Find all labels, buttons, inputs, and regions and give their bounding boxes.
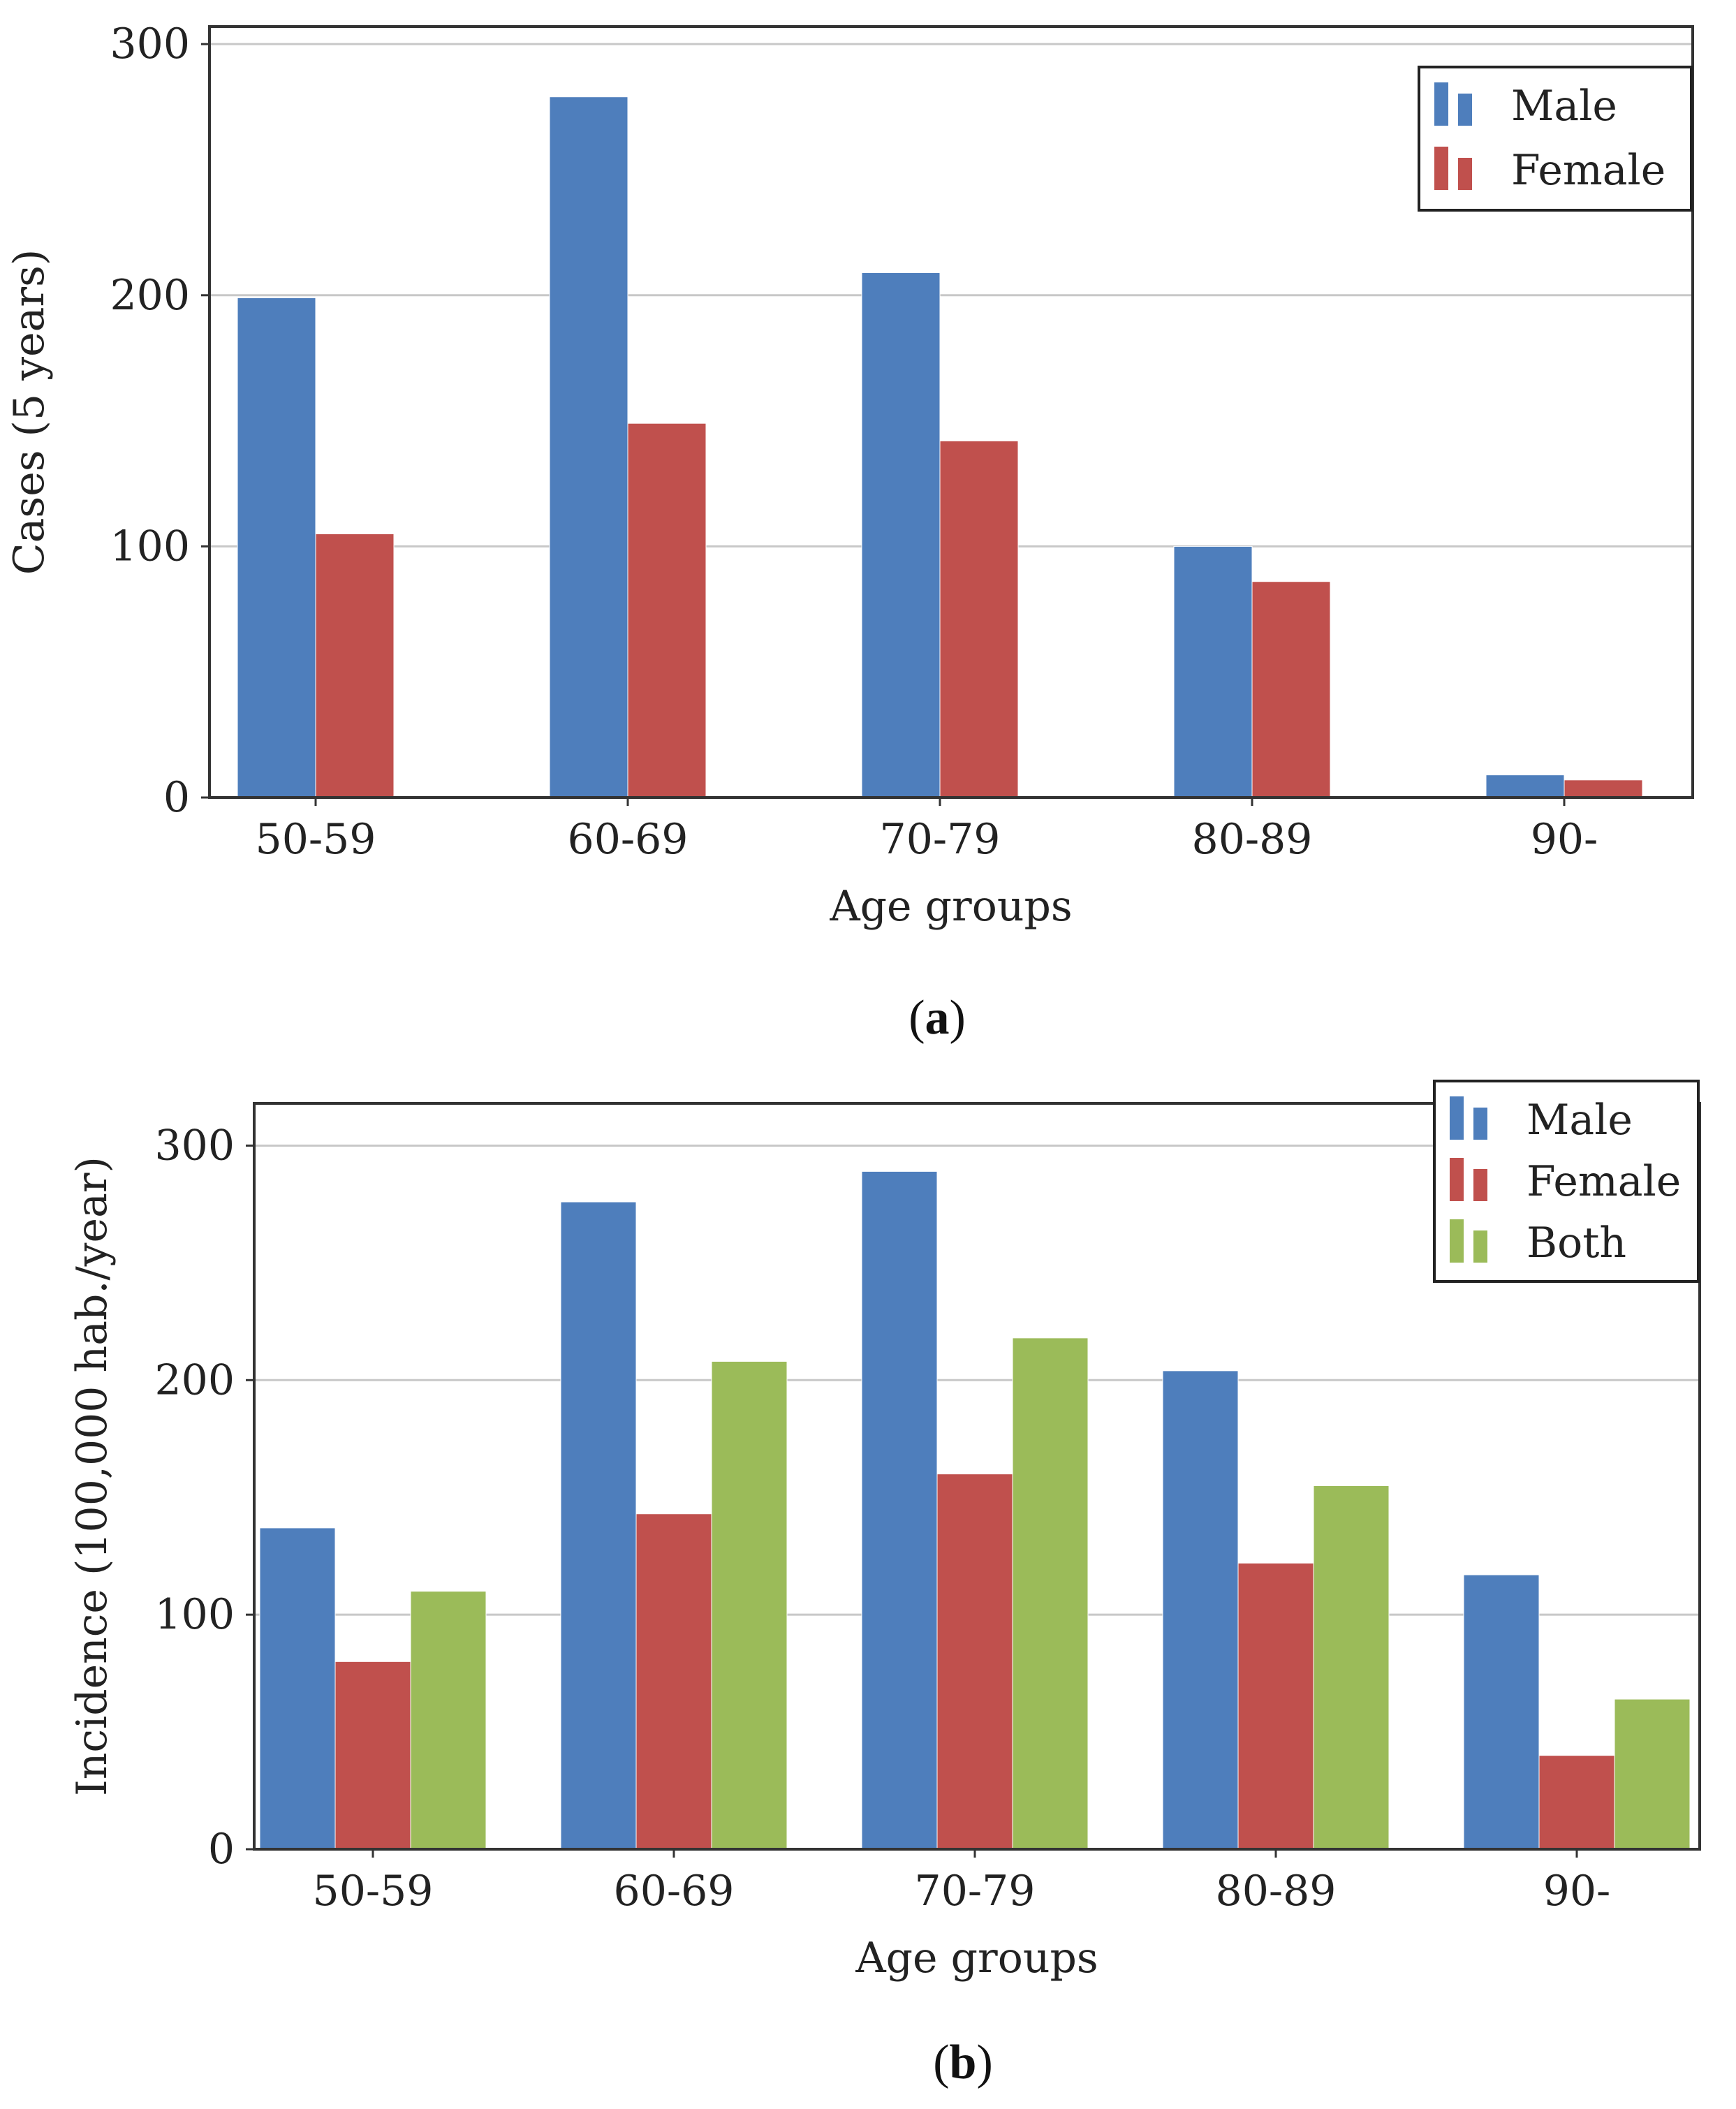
- bar-female-90-: [1538, 1755, 1615, 1850]
- caption: (a): [909, 991, 966, 1045]
- y-tick-label: 300: [154, 1121, 235, 1170]
- bar-both-50-59: [410, 1591, 487, 1850]
- legend-swatch-female: [1473, 1169, 1487, 1201]
- bar-male-60-69: [560, 1201, 637, 1850]
- legend-swatch-both: [1473, 1230, 1487, 1263]
- legend-label-male: Male: [1527, 1096, 1633, 1145]
- legend-swatch-female: [1458, 158, 1472, 190]
- legend-box: [1418, 66, 1693, 212]
- legend-swatch-female: [1434, 147, 1448, 190]
- bar-male-90-: [1485, 774, 1565, 798]
- y-axis-title: Cases (5 years): [5, 249, 54, 575]
- legend-swatch-male: [1450, 1096, 1464, 1140]
- x-tick-label: 70-79: [880, 815, 1001, 864]
- x-tick-label: 80-89: [1192, 815, 1313, 864]
- legend-label-male: Male: [1511, 82, 1617, 131]
- legend-swatch-both: [1450, 1219, 1464, 1263]
- bar-both-70-79: [1012, 1337, 1089, 1850]
- bar-female-50-59: [315, 533, 395, 798]
- y-tick-label: 0: [163, 773, 190, 822]
- bar-female-80-89: [1251, 581, 1331, 798]
- x-tick-label: 50-59: [256, 815, 376, 864]
- bar-female-90-: [1564, 779, 1643, 798]
- bar-male-50-59: [259, 1527, 336, 1850]
- plot-frame: [208, 25, 1694, 799]
- caption-letter: a: [925, 991, 950, 1045]
- bar-male-80-89: [1173, 545, 1253, 798]
- bar-female-70-79: [936, 1474, 1013, 1850]
- legend-swatch-female: [1450, 1158, 1464, 1201]
- x-tick-label: 90-: [1531, 815, 1598, 864]
- caption: (b): [933, 2036, 993, 2089]
- legend-swatch-male: [1473, 1108, 1487, 1140]
- caption-open: (: [909, 991, 925, 1045]
- legend-label-female: Female: [1527, 1157, 1681, 1206]
- bar-male-90-: [1463, 1574, 1540, 1850]
- bar-both-80-89: [1313, 1485, 1390, 1850]
- x-tick-label: 90-: [1543, 1867, 1611, 1916]
- y-axis-title: Incidence (100,000 hab./year): [68, 1156, 117, 1796]
- bar-female-60-69: [627, 422, 707, 798]
- x-axis-title: Age groups: [855, 1934, 1098, 1983]
- caption-close: ): [950, 991, 966, 1045]
- legend-label-both: Both: [1527, 1219, 1626, 1267]
- y-tick-label: 100: [110, 522, 190, 571]
- x-tick-label: 60-69: [568, 815, 689, 864]
- y-tick-label: 200: [154, 1355, 235, 1404]
- plot-frame: [253, 1102, 1701, 1851]
- bar-both-60-69: [711, 1360, 788, 1850]
- bar-female-70-79: [939, 440, 1019, 798]
- bar-both-90-: [1614, 1698, 1691, 1850]
- bar-male-60-69: [549, 96, 628, 798]
- x-tick-label: 80-89: [1216, 1867, 1337, 1916]
- caption-letter: b: [950, 2036, 977, 2089]
- legend-swatch-male: [1458, 94, 1472, 126]
- bar-female-50-59: [334, 1661, 411, 1850]
- bar-male-50-59: [237, 297, 316, 798]
- caption-open: (: [933, 2036, 949, 2089]
- x-tick-label: 70-79: [915, 1867, 1036, 1916]
- bar-female-60-69: [635, 1513, 712, 1850]
- x-tick-label: 50-59: [313, 1867, 434, 1916]
- chart-b: 0 100 200 300 50-59 60-69 70-79 80-89 90- Age gro…: [68, 1080, 1701, 2089]
- chart-a: 0 100 200 300 50-59 60-69 70-79 80-89 90- Age gro…: [5, 20, 1694, 1045]
- x-tick-label: 60-69: [614, 1867, 735, 1916]
- caption-close: ): [976, 2036, 992, 2089]
- bar-male-70-79: [861, 272, 941, 798]
- bar-male-80-89: [1162, 1370, 1239, 1850]
- legend-label-female: Female: [1511, 146, 1665, 195]
- y-tick-label: 100: [154, 1590, 235, 1639]
- x-axis-title: Age groups: [829, 882, 1072, 931]
- y-tick-label: 0: [208, 1825, 235, 1874]
- bar-male-70-79: [861, 1170, 938, 1850]
- bar-female-80-89: [1237, 1562, 1314, 1850]
- legend-swatch-male: [1434, 82, 1448, 126]
- y-tick-label: 300: [110, 20, 190, 68]
- y-tick-label: 200: [110, 271, 190, 320]
